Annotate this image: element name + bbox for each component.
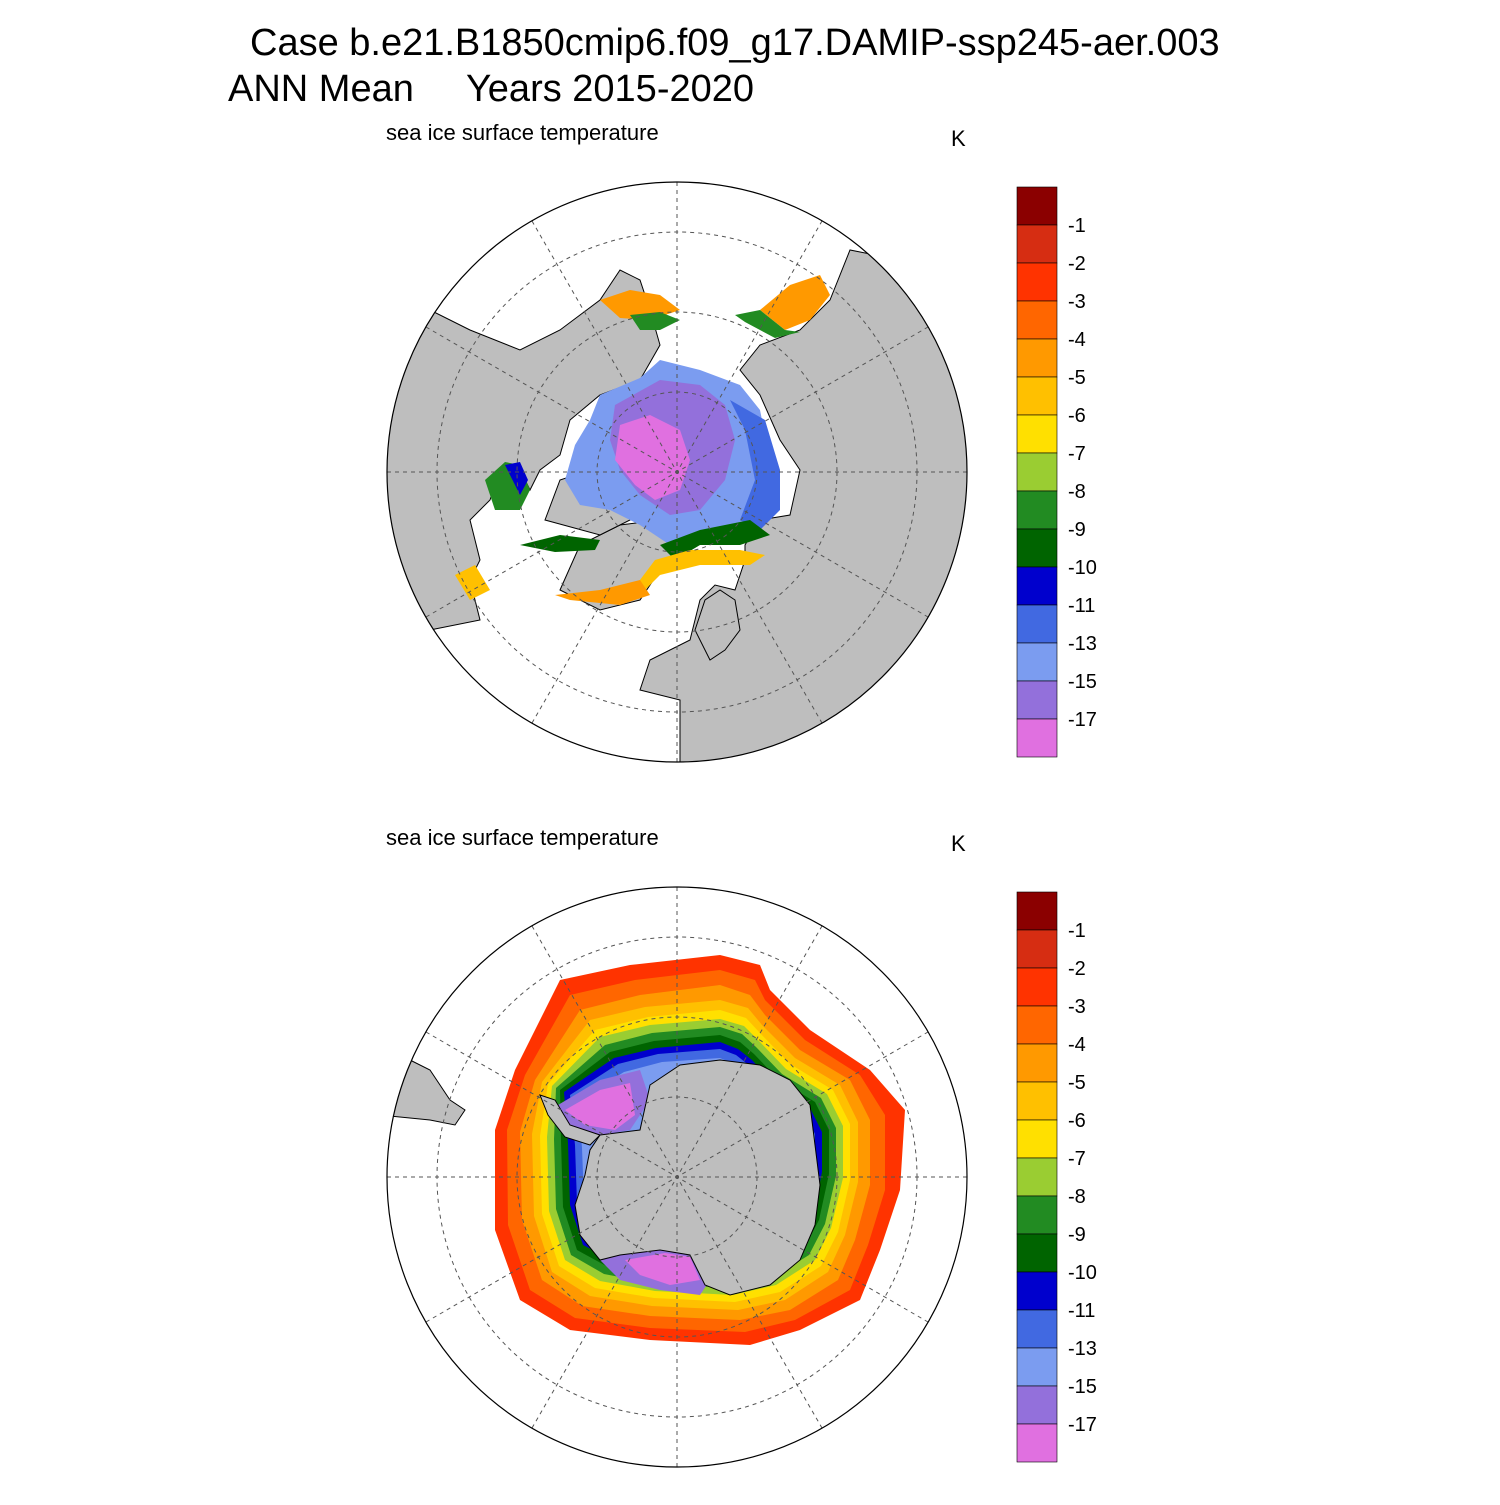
north-ice-okhotsk-green (735, 310, 800, 338)
north-colorbar-swatch (1016, 186, 1058, 226)
north-colorbar-label: -7 (1068, 443, 1086, 465)
north-panel-units: K (951, 126, 966, 151)
south-colorbar-swatch (1016, 1271, 1058, 1311)
north-colorbar-swatch (1016, 338, 1058, 378)
north-colorbar-swatch (1016, 604, 1058, 644)
north-colorbar-label: -3 (1068, 291, 1086, 313)
south-polar-map (386, 886, 968, 1468)
south-colorbar-swatch (1016, 1309, 1058, 1349)
north-colorbar-label: -11 (1068, 595, 1095, 617)
south-ice-ross-pink (625, 1253, 700, 1285)
north-colorbar-swatch (1016, 490, 1058, 530)
north-colorbar-label: -9 (1068, 519, 1086, 541)
north-colorbar-swatch (1016, 300, 1058, 340)
south-land-antarctica (574, 1059, 821, 1296)
north-colorbar-swatch (1016, 452, 1058, 492)
south-colorbar-label: -3 (1068, 996, 1086, 1018)
north-colorbar-label: -15 (1068, 671, 1097, 693)
figure-title-line1: Case b.e21.B1850cmip6.f09_g17.DAMIP-ssp2… (250, 22, 1220, 64)
south-colorbar-swatch (1016, 1423, 1058, 1463)
south-colorbar-label: -1 (1068, 920, 1086, 942)
south-colorbar-label: -7 (1068, 1148, 1086, 1170)
north-ice-edge-blue (730, 400, 780, 530)
north-colorbar-label: -5 (1068, 367, 1086, 389)
north-colorbar-swatch (1016, 262, 1058, 302)
south-colorbar-swatch (1016, 1233, 1058, 1273)
south-panel-units: K (951, 831, 966, 856)
north-colorbar-swatch (1016, 566, 1058, 606)
south-colorbar-label: -13 (1068, 1338, 1097, 1360)
south-colorbar-swatch (1016, 1119, 1058, 1159)
north-colorbar-label: -2 (1068, 253, 1086, 275)
south-colorbar-swatch (1016, 1385, 1058, 1425)
north-colorbar-label: -13 (1068, 633, 1097, 655)
south-colorbar-swatch (1016, 1347, 1058, 1387)
south-colorbar-swatch (1016, 1157, 1058, 1197)
south-ice-weddell-pink (565, 1083, 635, 1130)
north-ice-baffin (520, 535, 600, 552)
south-colorbar-label: -5 (1068, 1072, 1086, 1094)
north-graticule (387, 182, 967, 762)
north-ice-band-barents (660, 520, 770, 560)
north-panel-title: sea ice surface temperature (386, 120, 659, 145)
south-colorbar-label: -4 (1068, 1034, 1086, 1056)
south-graticule (387, 887, 967, 1467)
north-ice-pink (615, 415, 690, 500)
north-colorbar-label: -4 (1068, 329, 1086, 351)
north-ice-band-yellow (625, 550, 765, 600)
south-colorbar-swatch (1016, 967, 1058, 1007)
north-ice-okhotsk (760, 275, 830, 330)
north-colorbar-swatch (1016, 376, 1058, 416)
north-colorbar-swatch (1016, 642, 1058, 682)
north-polar-map (386, 181, 968, 763)
south-colorbar: -1 -2 -3 -4 -5 -6 -7 -8 -9 -10 -11 -13 -15 -17 (1016, 891, 1097, 1463)
south-colorbar-label: -8 (1068, 1186, 1086, 1208)
north-ice-hudson-blue (505, 462, 528, 495)
south-map-border (386, 886, 968, 1468)
south-colorbar-label: -2 (1068, 958, 1086, 980)
north-colorbar-swatch (1016, 224, 1058, 264)
north-map-border (386, 181, 968, 763)
south-colorbar-swatch (1016, 1005, 1058, 1045)
north-colorbar-label: -17 (1068, 709, 1097, 731)
south-colorbar-label: -17 (1068, 1414, 1097, 1436)
figure-title-line2: ANN Mean Years 2015-2020 (228, 68, 755, 110)
north-land-scandinavia (694, 589, 741, 661)
north-colorbar-label: -10 (1068, 557, 1097, 579)
south-colorbar-swatch (1016, 929, 1058, 969)
south-colorbar-swatch (1016, 891, 1058, 931)
south-land-peninsula (539, 1094, 601, 1146)
north-colorbar-swatch (1016, 528, 1058, 568)
north-colorbar: -1 -2 -3 -4 -5 -6 -7 -8 -9 -10 -11 -13 -15 -17 (1016, 186, 1097, 758)
north-ice-labrador (455, 565, 490, 600)
south-colorbar-swatch (1016, 1043, 1058, 1083)
north-colorbar-label: -1 (1068, 215, 1086, 237)
south-colorbar-label: -6 (1068, 1110, 1086, 1132)
north-colorbar-swatch (1016, 718, 1058, 758)
north-colorbar-swatch (1016, 680, 1058, 720)
south-colorbar-label: -15 (1068, 1376, 1097, 1398)
south-colorbar-label: -9 (1068, 1224, 1086, 1246)
south-colorbar-swatch (1016, 1195, 1058, 1235)
north-colorbar-label: -6 (1068, 405, 1086, 427)
south-colorbar-swatch (1016, 1081, 1058, 1121)
north-colorbar-swatch (1016, 414, 1058, 454)
north-colorbar-label: -8 (1068, 481, 1086, 503)
south-panel-title: sea ice surface temperature (386, 825, 659, 850)
north-ice-bering-green (630, 312, 680, 330)
south-colorbar-label: -10 (1068, 1262, 1097, 1284)
south-colorbar-label: -11 (1068, 1300, 1095, 1322)
north-ice-band-orange (555, 580, 650, 605)
